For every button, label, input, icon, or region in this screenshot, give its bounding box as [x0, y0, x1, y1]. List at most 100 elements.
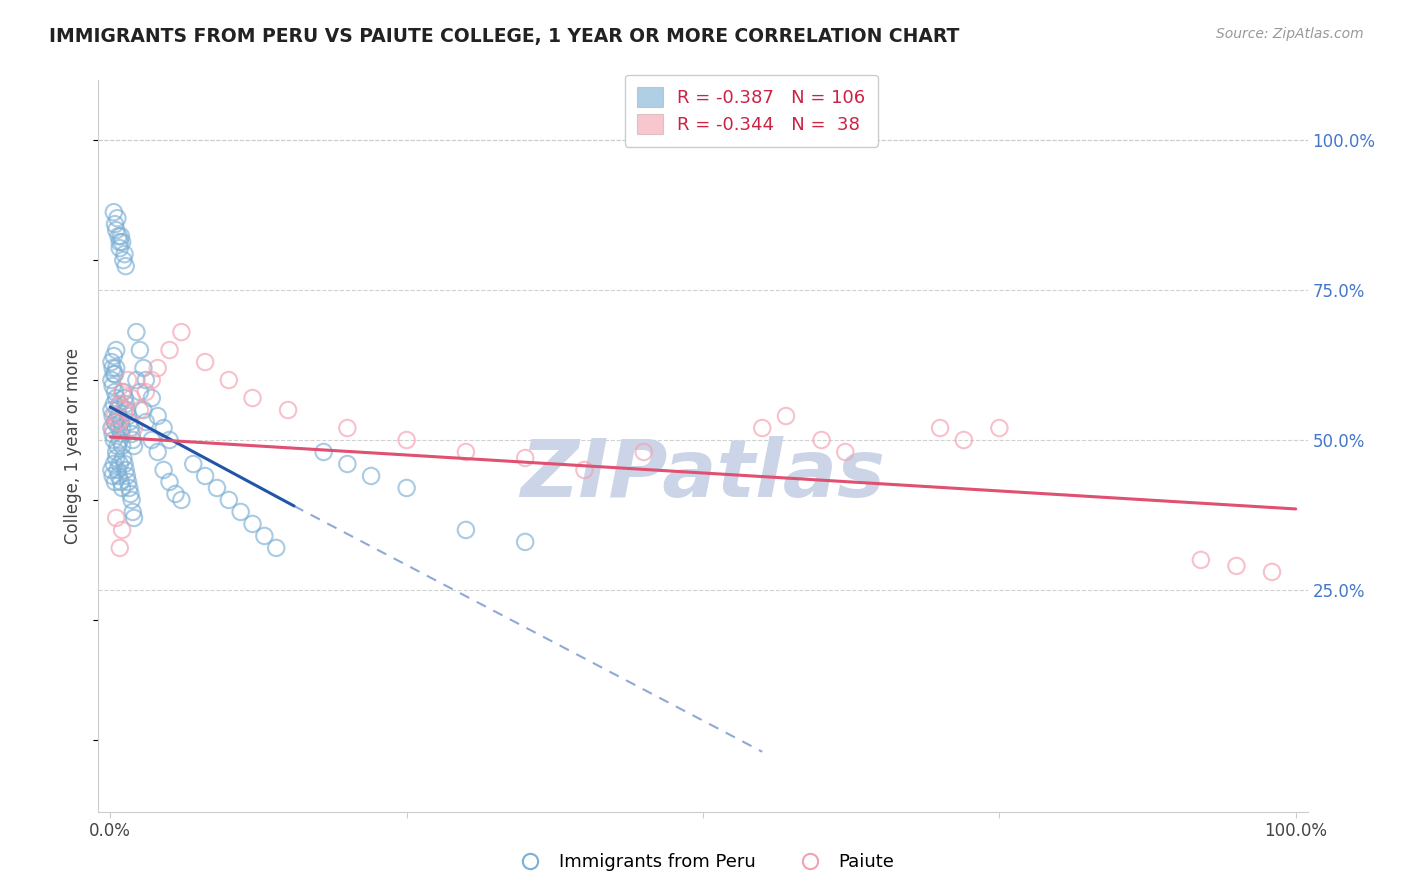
Point: [242, 391, 264, 405]
Point: [105, 463, 128, 477]
Point: [125, 325, 148, 339]
Point: [101, 379, 124, 393]
Point: [264, 541, 287, 555]
Point: [121, 391, 143, 405]
Point: [122, 511, 145, 525]
Point: [117, 475, 139, 489]
Point: [108, 241, 131, 255]
Point: [454, 523, 477, 537]
Point: [253, 529, 276, 543]
Point: [152, 421, 174, 435]
Point: [107, 229, 129, 244]
Point: [515, 450, 537, 465]
Point: [110, 229, 132, 244]
Point: [121, 505, 143, 519]
Point: [336, 457, 359, 471]
Point: [312, 445, 335, 459]
Point: [105, 361, 128, 376]
Point: [229, 505, 252, 519]
Point: [194, 469, 217, 483]
Point: [810, 433, 832, 447]
Point: [104, 367, 127, 381]
Point: [105, 415, 128, 429]
Text: ZIPatlas: ZIPatlas: [520, 436, 886, 515]
Point: [159, 475, 181, 489]
Point: [112, 450, 135, 465]
Point: [170, 325, 193, 339]
Point: [121, 492, 143, 507]
Point: [110, 427, 132, 442]
Point: [108, 397, 131, 411]
Legend: Immigrants from Peru, Paiute: Immigrants from Peru, Paiute: [505, 847, 901, 879]
Point: [135, 385, 157, 400]
Point: [114, 259, 136, 273]
Point: [107, 409, 129, 423]
Point: [104, 475, 127, 489]
Point: [105, 445, 128, 459]
Point: [242, 516, 264, 531]
Point: [121, 433, 143, 447]
Point: [112, 253, 135, 268]
Point: [775, 409, 797, 423]
Point: [129, 343, 152, 357]
Point: [1261, 565, 1284, 579]
Point: [108, 235, 131, 249]
Point: [103, 367, 125, 381]
Point: [118, 415, 141, 429]
Point: [111, 523, 134, 537]
Point: [129, 403, 152, 417]
Y-axis label: College, 1 year or more: College, 1 year or more: [65, 348, 83, 544]
Point: [111, 481, 134, 495]
Point: [218, 373, 240, 387]
Point: [110, 475, 132, 489]
Point: [104, 385, 127, 400]
Point: [114, 457, 136, 471]
Point: [115, 469, 138, 483]
Point: [141, 373, 163, 387]
Point: [988, 421, 1011, 435]
Point: [146, 409, 169, 423]
Point: [181, 457, 204, 471]
Point: [101, 409, 124, 423]
Point: [1189, 553, 1212, 567]
Point: [952, 433, 974, 447]
Point: [101, 361, 124, 376]
Point: [117, 409, 139, 423]
Point: [100, 403, 122, 417]
Point: [105, 403, 128, 417]
Point: [395, 433, 418, 447]
Text: IMMIGRANTS FROM PERU VS PAIUTE COLLEGE, 1 YEAR OR MORE CORRELATION CHART: IMMIGRANTS FROM PERU VS PAIUTE COLLEGE, …: [49, 27, 959, 45]
Point: [114, 247, 136, 261]
Point: [104, 415, 127, 429]
Point: [108, 433, 131, 447]
Point: [574, 463, 596, 477]
Point: [101, 469, 124, 483]
Point: [108, 457, 131, 471]
Point: [103, 433, 125, 447]
Point: [108, 397, 131, 411]
Point: [751, 421, 773, 435]
Point: [395, 481, 418, 495]
Point: [105, 511, 128, 525]
Point: [146, 445, 169, 459]
Point: [152, 463, 174, 477]
Point: [111, 421, 134, 435]
Point: [110, 415, 132, 429]
Point: [129, 385, 152, 400]
Point: [105, 343, 128, 357]
Point: [100, 355, 122, 369]
Point: [159, 343, 181, 357]
Point: [114, 463, 136, 477]
Point: [122, 421, 145, 435]
Point: [104, 217, 127, 231]
Point: [100, 463, 122, 477]
Point: [114, 397, 136, 411]
Point: [360, 469, 382, 483]
Point: [141, 433, 163, 447]
Point: [115, 403, 138, 417]
Point: [135, 415, 157, 429]
Point: [132, 403, 155, 417]
Point: [633, 445, 655, 459]
Point: [103, 349, 125, 363]
Text: Source: ZipAtlas.com: Source: ZipAtlas.com: [1216, 27, 1364, 41]
